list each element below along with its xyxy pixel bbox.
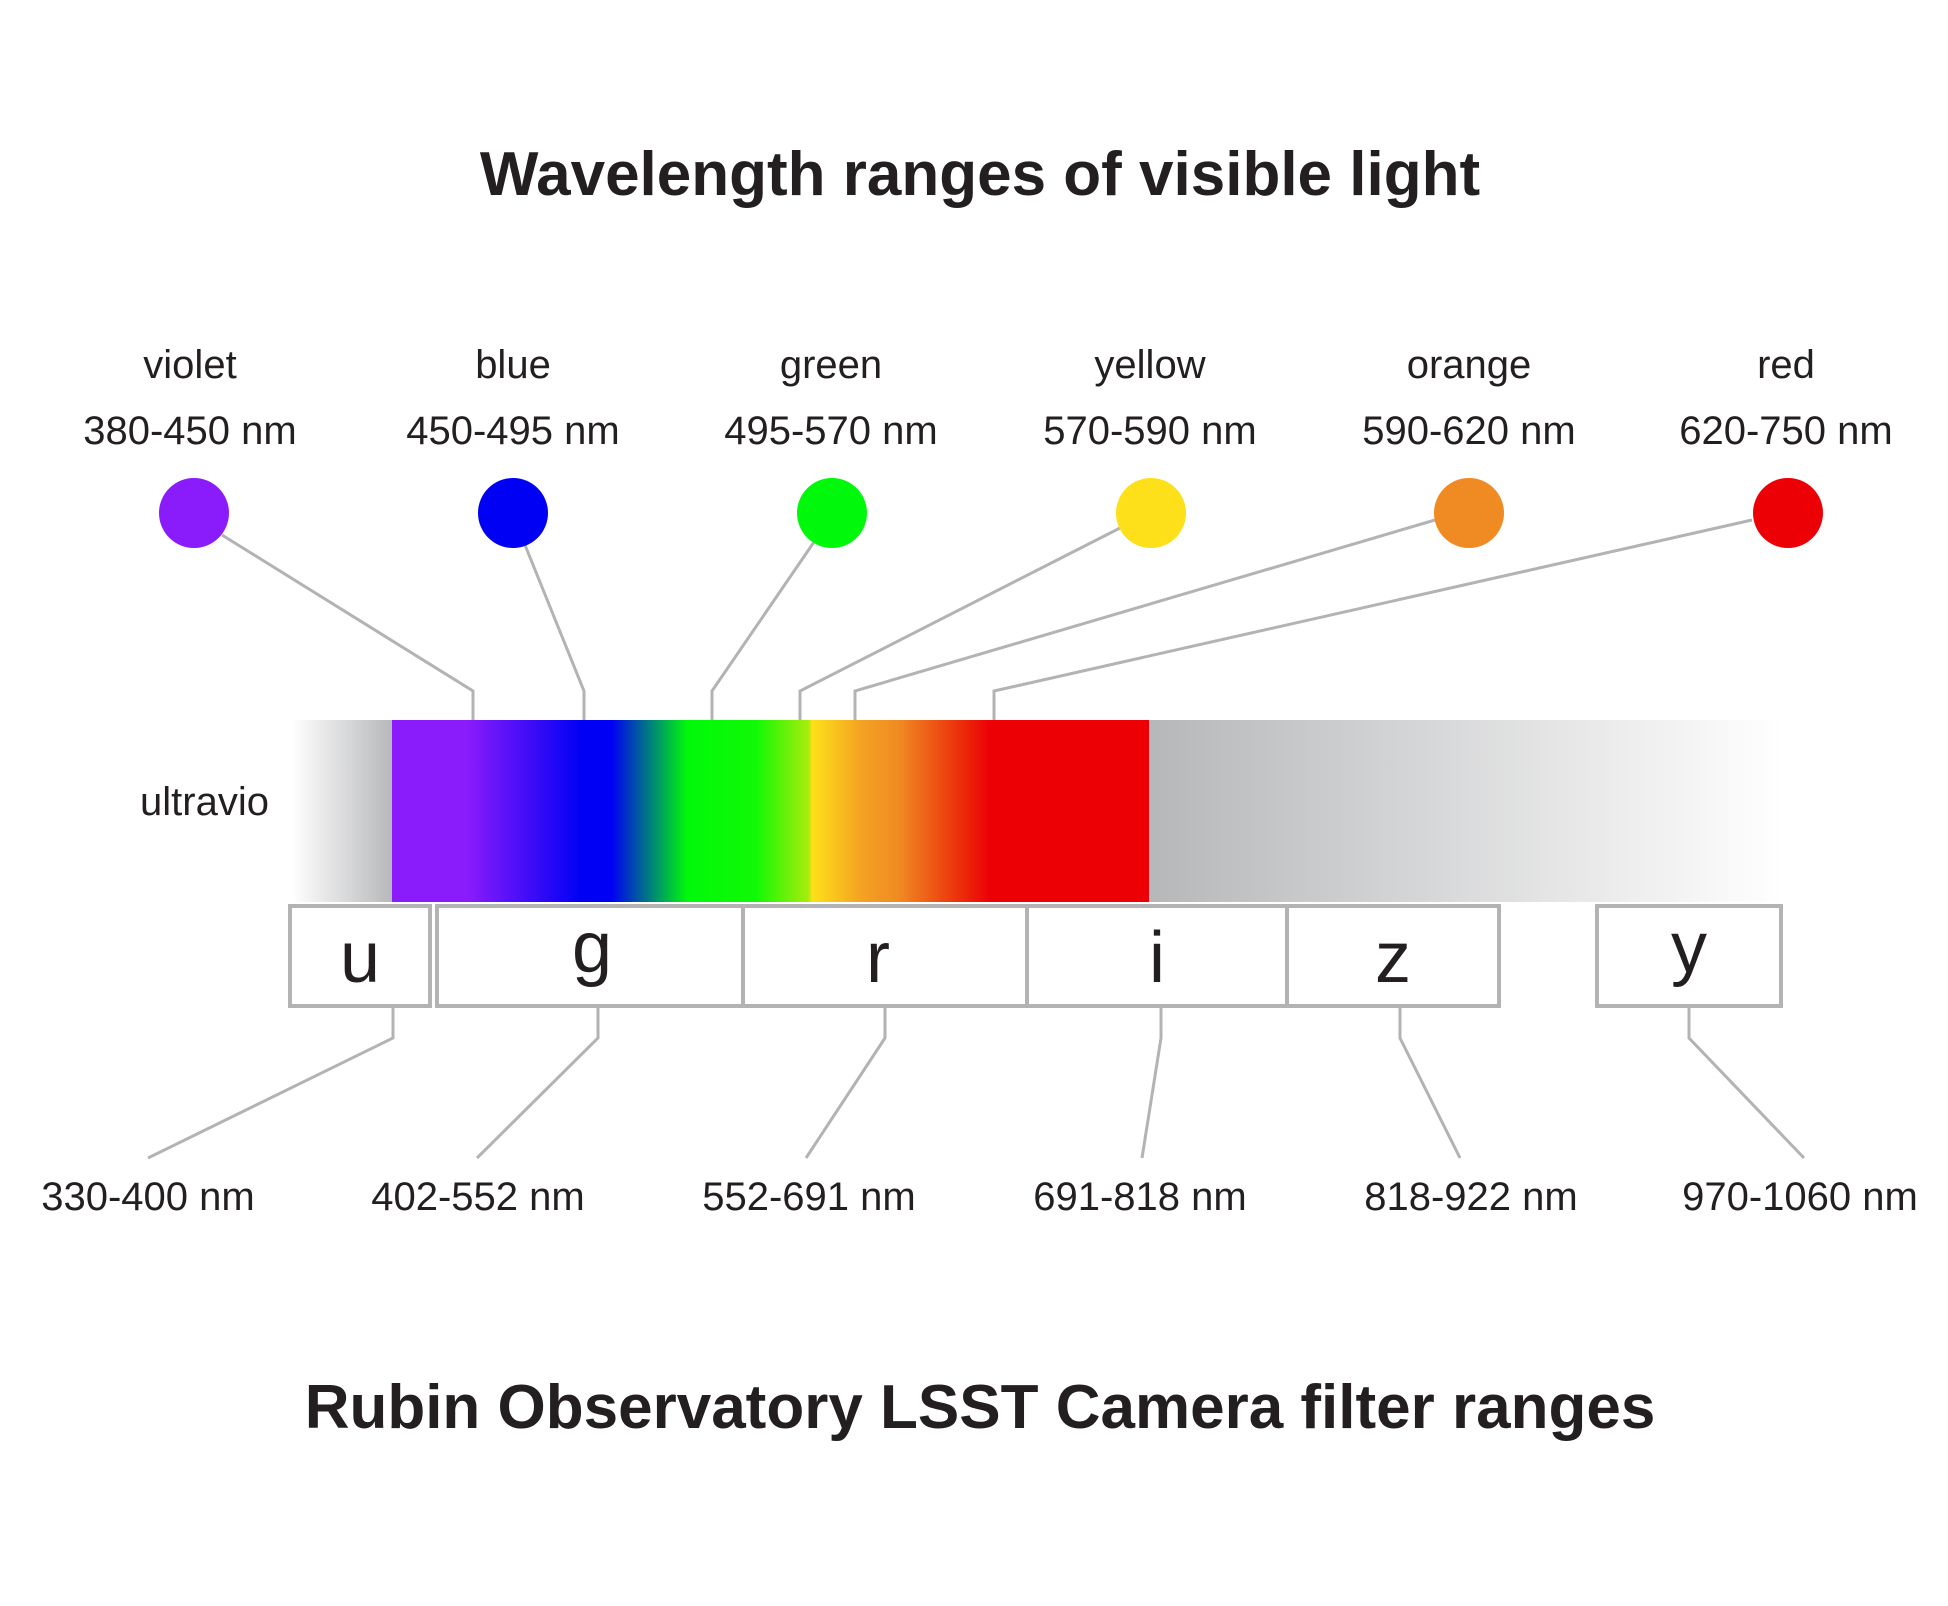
orange-range: 590-620 nm [1362, 409, 1575, 453]
u-leader-line [147, 1008, 395, 1160]
bottom-title: Rubin Observatory LSST Camera filter ran… [305, 1373, 1656, 1442]
u-range: 330-400 nm [41, 1175, 254, 1219]
filter-letter-r: r [866, 918, 890, 998]
filter-box-r [741, 904, 1029, 1008]
filter-box-i [1025, 904, 1289, 1008]
violet-leader-line [221, 533, 475, 720]
violet-dot [159, 478, 229, 548]
i-leader-line [1140, 1008, 1163, 1159]
filter-range-labels: 330-400 nm 402-552 nm 552-691 nm 691-818… [41, 1175, 1918, 1219]
blue-range: 450-495 nm [406, 409, 619, 453]
yellow-name: yellow [1094, 343, 1205, 387]
red-range: 620-750 nm [1679, 409, 1892, 453]
yellow-dot [1116, 478, 1186, 548]
green-range: 495-570 nm [724, 409, 937, 453]
color-labels: violet 380-450 nm blue 450-495 nm green … [83, 343, 1892, 453]
orange-dot [1434, 478, 1504, 548]
yellow-range: 570-590 nm [1043, 409, 1256, 453]
filter-letter-z: z [1375, 918, 1411, 998]
filter-box-y [1595, 904, 1783, 1008]
filter-letter-u: u [340, 918, 380, 998]
i-range: 691-818 nm [1033, 1175, 1246, 1219]
filter-leader-lines [147, 1008, 1806, 1160]
green-name: green [780, 343, 882, 387]
violet-range: 380-450 nm [83, 409, 296, 453]
filter-box-u [288, 904, 432, 1008]
violet-name: violet [143, 343, 236, 387]
g-range: 402-552 nm [371, 1175, 584, 1219]
ultraviolet-label: ultravio [140, 780, 269, 824]
filter-letter-y: y [1671, 908, 1707, 988]
blue-name: blue [475, 343, 551, 387]
red-dot [1753, 478, 1823, 548]
top-title: Wavelength ranges of visible light [480, 140, 1480, 209]
green-leader-line [710, 541, 816, 720]
color-leader-lines [221, 518, 1753, 720]
z-range: 818-922 nm [1364, 1175, 1577, 1219]
r-leader-line [804, 1008, 887, 1159]
orange-leader-line [853, 518, 1436, 720]
filter-letter-g: g [572, 908, 612, 988]
filter-boxes: u g r i z y [288, 904, 1783, 1008]
filter-box-z [1285, 904, 1501, 1008]
y-range: 970-1060 nm [1682, 1175, 1918, 1219]
yellow-leader-line [798, 525, 1123, 720]
blue-dot [478, 478, 548, 548]
blue-leader-line [523, 544, 586, 720]
y-leader-line [1687, 1008, 1806, 1160]
infrared-band [1147, 720, 1784, 902]
orange-name: orange [1407, 343, 1532, 387]
spectrum-bar [292, 720, 1784, 902]
filter-letter-i: i [1149, 918, 1165, 998]
red-leader-line [992, 518, 1753, 720]
r-range: 552-691 nm [702, 1175, 915, 1219]
ultraviolet-band [292, 720, 394, 902]
visible-spectrum-band [392, 720, 1149, 902]
z-leader-line [1398, 1008, 1462, 1159]
filter-box-g [435, 904, 745, 1008]
red-name: red [1757, 343, 1815, 387]
color-dots [159, 478, 1823, 548]
g-leader-line [475, 1008, 600, 1160]
green-dot [797, 478, 867, 548]
